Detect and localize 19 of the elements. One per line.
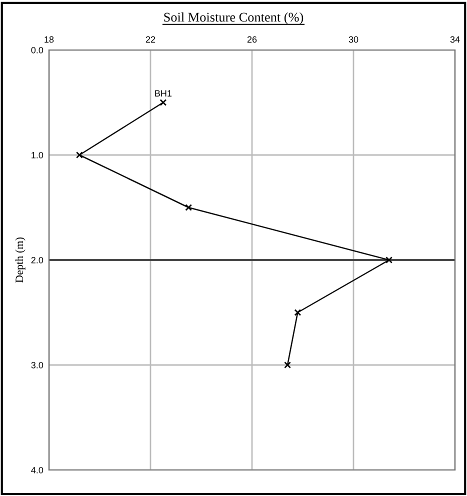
x-tick-label: 22 — [146, 36, 156, 43]
point — [160, 99, 167, 106]
point — [76, 152, 83, 158]
chart-title: Soil Moisture Content (%) — [164, 12, 304, 24]
y-tick-label: 0.0 — [31, 46, 44, 54]
y-tick-label: 2.0 — [31, 256, 44, 264]
series-label: BH1 — [155, 90, 172, 96]
point — [386, 256, 392, 264]
y-tick-label: 4.0 — [31, 466, 44, 474]
x-tick-label: 30 — [348, 36, 358, 43]
y-axis-title: Depth (m) — [15, 238, 26, 283]
point — [294, 309, 302, 316]
x-tick-label: 18 — [44, 36, 54, 43]
point — [284, 362, 291, 368]
y-tick-label: 3.0 — [31, 362, 44, 368]
y-tick-label: 1.0 — [32, 152, 44, 158]
x-tick-label: 34 — [450, 36, 460, 43]
point — [185, 204, 192, 211]
x-tick-label: 26 — [247, 36, 257, 43]
